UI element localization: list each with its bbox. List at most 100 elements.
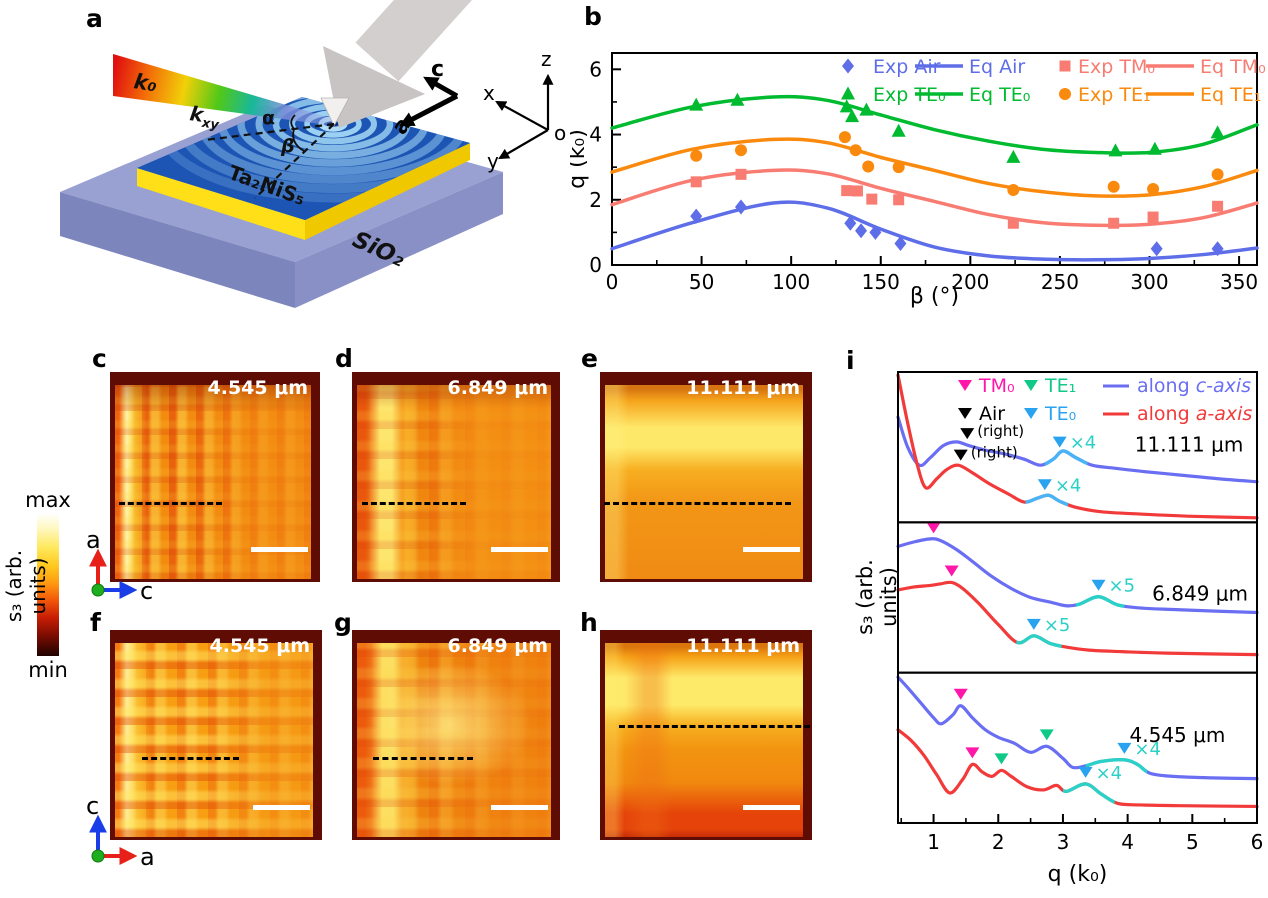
data-point-Exp TE₁: [690, 149, 703, 162]
data-point-Exp TE₁: [1211, 168, 1224, 181]
legend-label-TE₁: TE₁: [1044, 375, 1076, 397]
scale-bar-g: [491, 805, 548, 810]
kxy-dashed-line: [204, 122, 335, 142]
x-tick-label: 2: [992, 830, 1005, 854]
x-tick-label: 150: [862, 270, 900, 294]
legend-label-Eq TE₀: Eq TE₀: [969, 84, 1030, 106]
x-tick-label: 100: [772, 270, 810, 294]
data-point-Exp TE₀: [1210, 125, 1225, 139]
nearfield-image-h: 11.111 μm: [600, 630, 812, 840]
linecut-dashed-line-c: [119, 502, 223, 506]
annotation-text: (right): [971, 444, 1018, 462]
sample-area-e: [605, 385, 803, 579]
legend-label-Eq TE₁: Eq TE₁: [1200, 84, 1261, 106]
panel-label-b: b: [584, 2, 602, 31]
data-point-Exp TM₀: [1007, 217, 1019, 229]
legend-label-TE₀: TE₀: [1044, 403, 1076, 425]
annotation-text: ×5: [1044, 615, 1071, 636]
data-point-Exp TE₀: [891, 123, 906, 137]
wavelength-label-e: 11.111 μm: [686, 377, 800, 399]
axis-z-label: z: [541, 47, 552, 71]
wavelength-label-d: 6.849 μm: [447, 377, 549, 399]
linecut-dashed-line-e: [604, 502, 791, 506]
y-tick-label: 0: [589, 253, 602, 277]
data-point-Exp TM₀: [1108, 217, 1120, 229]
incident-beam: [113, 54, 334, 126]
annotation-tri-c: [926, 522, 941, 534]
data-point-Exp Air: [844, 215, 857, 231]
x-tick-label: 0: [606, 270, 619, 294]
data-point-Exp TE₁: [1147, 183, 1160, 196]
x-tick-label: 1: [927, 830, 940, 854]
panel-i-chart: (right) (right) ×4 ×4 11.111 μm ×5 ×5 6.849 μm ×…: [896, 371, 1264, 887]
eq-curve-Eq TM₀: [610, 168, 1259, 228]
indicator-right-label: a: [140, 843, 155, 871]
colorbar: [37, 513, 59, 656]
wavelength-label-f: 4.545 μm: [209, 635, 311, 657]
legend-label-Exp Air: Exp Air: [873, 56, 941, 78]
panel-label-g: g: [334, 608, 352, 637]
legend-tri-TE₁: [1024, 380, 1038, 391]
annotation-text: ×4: [1070, 433, 1097, 454]
y-axis-label: q (k₀): [570, 129, 590, 189]
scale-bar-c: [251, 547, 308, 552]
annotation-text: (right): [977, 422, 1024, 440]
data-point-Exp TM₀: [866, 193, 878, 205]
legend-marker-Exp TE₁: [1059, 88, 1071, 100]
axis-y-label: y: [487, 149, 499, 173]
panel-label-h: h: [580, 608, 598, 637]
indicator-right-label: c: [140, 577, 153, 605]
beta-dashed-line: [254, 123, 335, 199]
annotation-tri-a: [994, 753, 1009, 765]
axis-origin-label: o: [554, 121, 566, 145]
axis-x-label: x: [483, 81, 495, 105]
x-tick-label: 250: [1041, 270, 1079, 294]
beta-label: β: [280, 135, 295, 157]
data-point-Exp TE₁: [735, 144, 747, 157]
x-tick-label: 3: [1057, 830, 1070, 854]
crystal-a-arrow: [399, 93, 459, 127]
data-point-Exp TM₀: [851, 185, 863, 197]
subpanel-frame: [897, 671, 1258, 824]
nearfield-image-e: 11.111 μm: [600, 372, 812, 582]
axis-y-arrow: [498, 129, 549, 160]
profile-curve-c-axis: [896, 537, 1259, 615]
highlighted-segment-c-axis: [1085, 758, 1148, 774]
data-point-Exp Air: [1150, 241, 1163, 257]
data-point-Exp TE₁: [862, 160, 875, 173]
legend-tri-TE₀: [1024, 408, 1038, 419]
indicator-origin-dot: [91, 849, 105, 863]
x-tick-label: 6: [1251, 830, 1264, 854]
nearfield-image-f: 4.545 μm: [110, 630, 322, 840]
colorbar-max-label: max: [25, 488, 71, 512]
annotation-tri-c: [960, 428, 975, 440]
legend-tri-Air: [958, 408, 972, 419]
colorbar-axis-label: s₃ (arb. units): [2, 549, 50, 623]
beam-k0-label: k₀: [132, 69, 159, 96]
legend-label-Exp TE₀: Exp TE₀: [873, 84, 946, 106]
eq-curve-Eq TE₀: [610, 94, 1259, 155]
annotation-text: ×4: [1134, 739, 1161, 760]
panel-b-chart: 0 50 100 150 200 250 300 350 0 2 4 6 β (°) q (k₀) Exp …: [570, 52, 1266, 309]
indicator-up-label: c: [86, 792, 99, 820]
linecut-dashed-line-g: [372, 757, 473, 761]
annotation-tri-a: [944, 565, 959, 577]
panel-i-ylabel: s₃ (arb. units): [853, 559, 901, 635]
annotation-text: ×5: [1109, 576, 1136, 597]
wavelength-label-g: 6.849 μm: [447, 635, 549, 657]
annotation-text: ×4: [1096, 763, 1123, 784]
beta-angle-arc: [292, 128, 305, 152]
annotation-tri-c: [953, 688, 968, 700]
crystal-c-label: c: [431, 57, 444, 82]
annotation-tri-c: [1039, 729, 1054, 741]
legend-label-Exp TM₀: Exp TM₀: [1078, 56, 1155, 78]
annotation-text: ×4: [1055, 475, 1082, 496]
sample-area-f: [115, 643, 313, 837]
x-tick-label: 4: [1121, 830, 1134, 854]
nearfield-image-g: 6.849 μm: [352, 630, 560, 840]
eq-curve-Eq TE₁: [610, 137, 1259, 198]
nearfield-image-d: 6.849 μm: [352, 372, 560, 582]
annotation-tri-c: [1117, 742, 1132, 754]
wavelength-label-h: 11.111 μm: [686, 635, 800, 657]
